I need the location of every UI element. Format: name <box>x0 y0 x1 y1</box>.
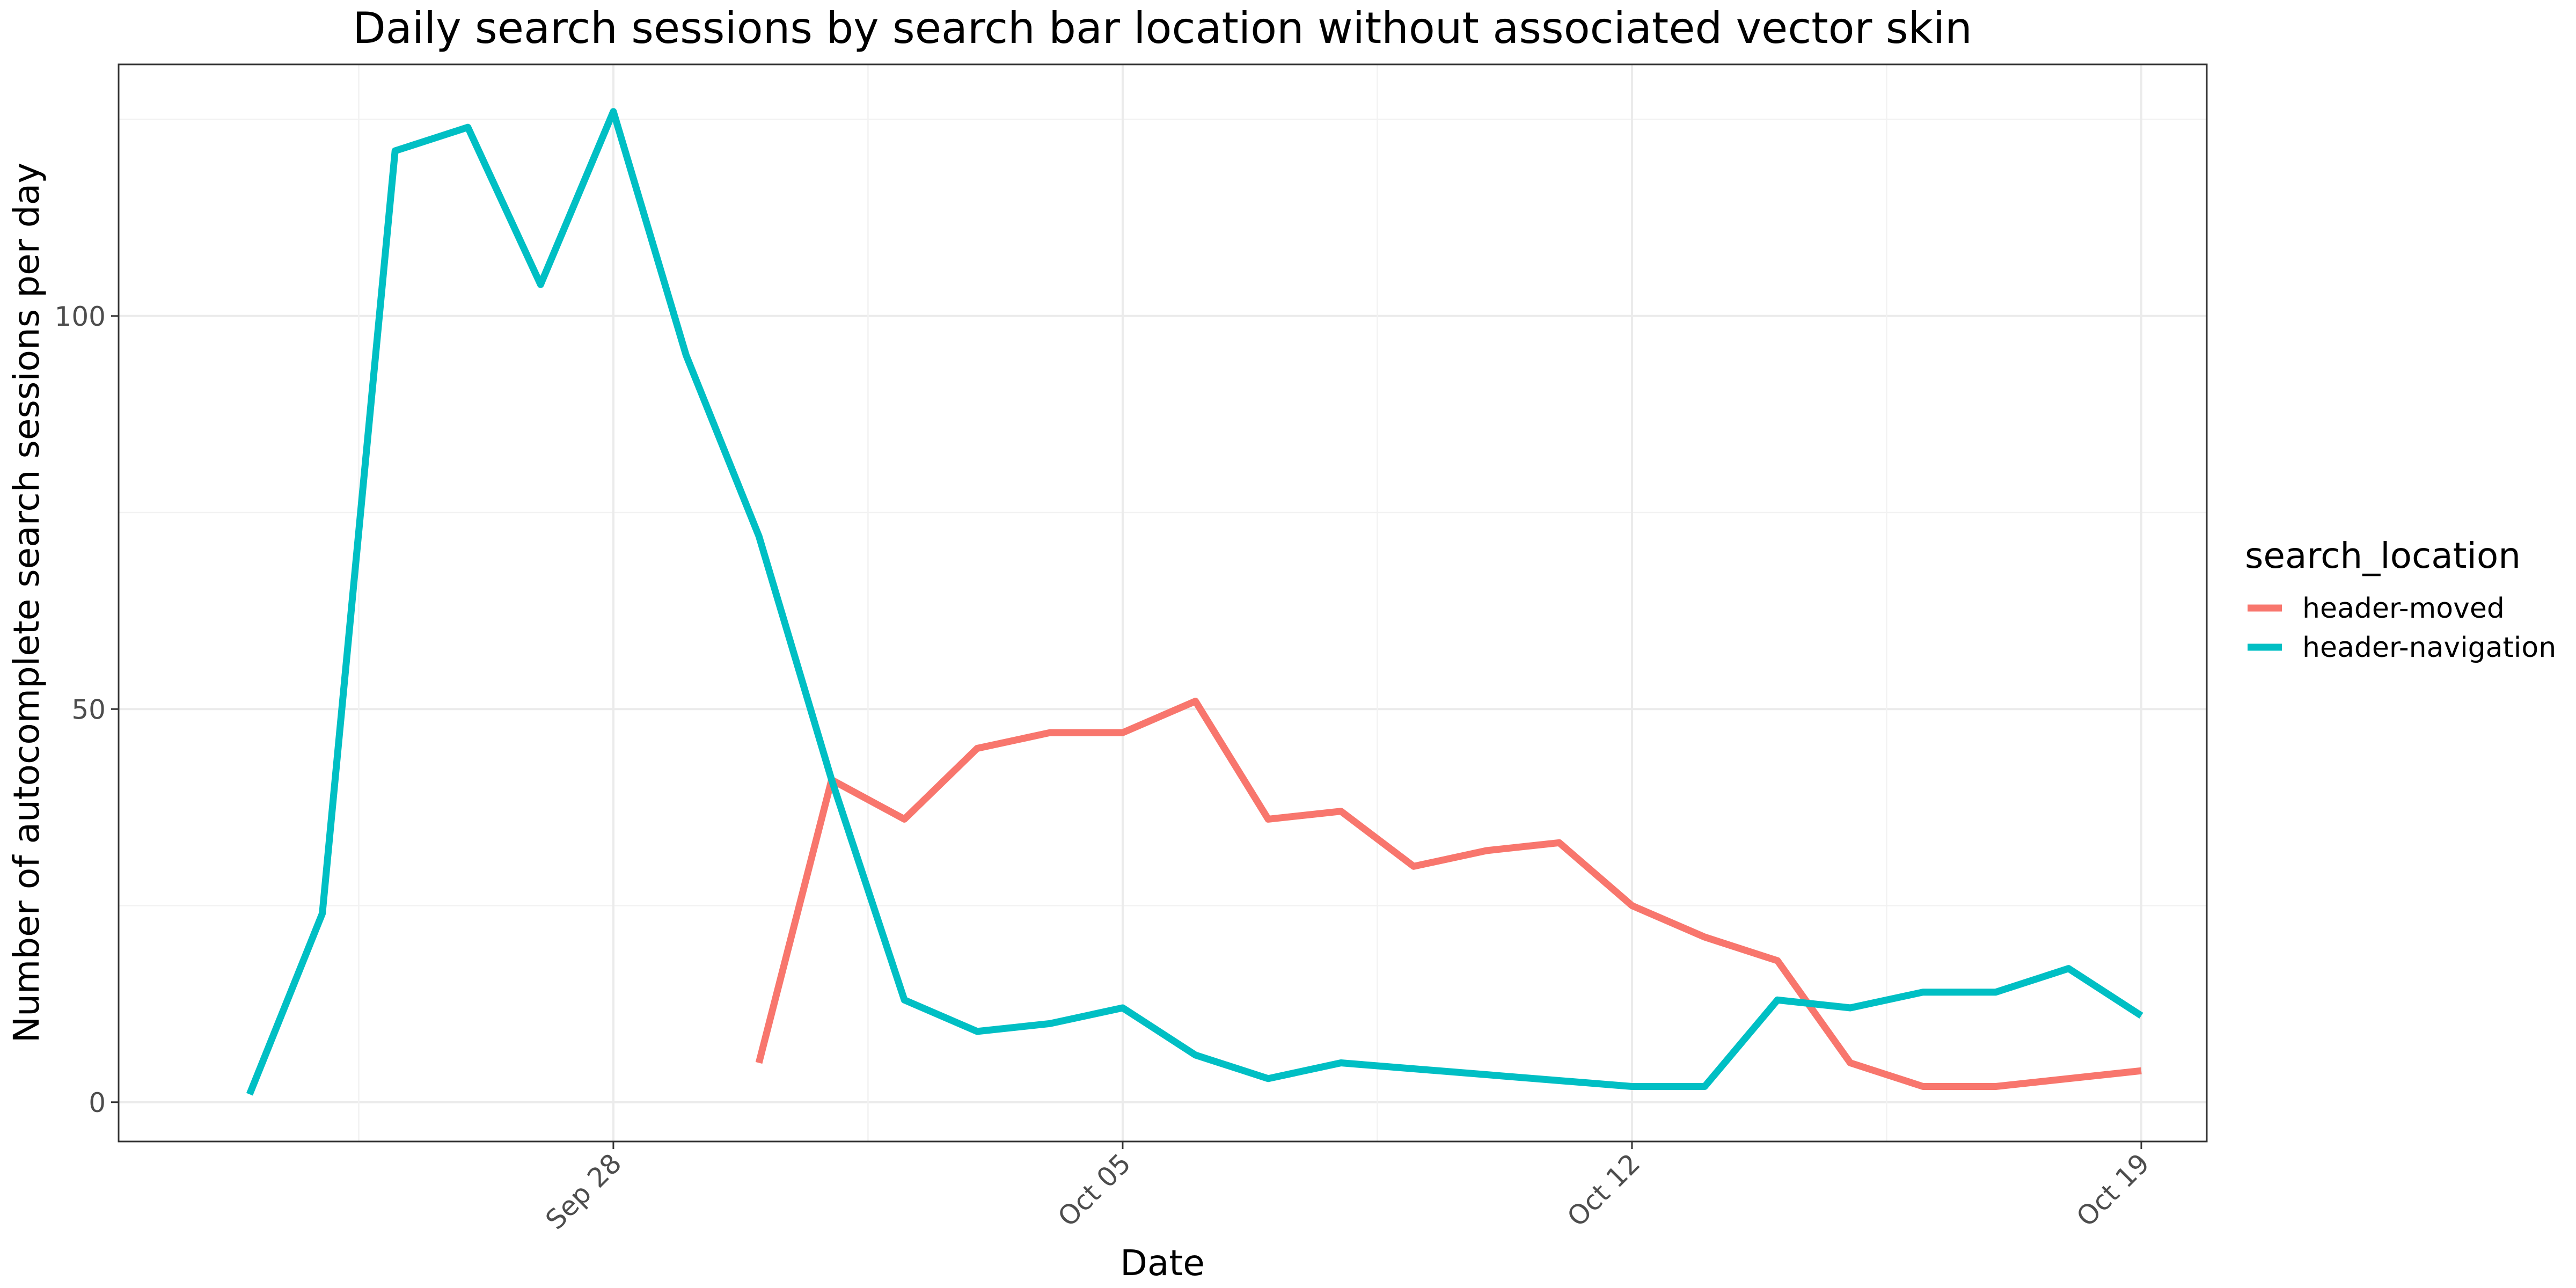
y-tick-label: 100 <box>55 301 106 332</box>
x-tick-label: Oct 05 <box>1052 1147 1137 1232</box>
y-axis-title: Number of autocomplete search sessions p… <box>6 163 47 1043</box>
y-tick-label: 0 <box>89 1087 106 1118</box>
legend-title: search_location <box>2245 535 2521 576</box>
plot-panel <box>118 63 2208 1143</box>
y-tick-label: 50 <box>71 694 106 725</box>
x-tick-label: Oct 12 <box>1561 1147 1646 1232</box>
series-line-header-moved <box>755 698 2142 1090</box>
series-lines <box>246 108 2143 1096</box>
x-tick-label: Oct 19 <box>2070 1147 2155 1232</box>
grid <box>119 64 2207 1141</box>
legend: search_location header-moved header-navig… <box>2245 535 2556 664</box>
series-line-header-navigation <box>246 108 2143 1096</box>
chart-title: Daily search sessions by search bar loca… <box>353 3 1972 53</box>
legend-label-header-moved: header-moved <box>2302 592 2505 625</box>
legend-items: header-moved header-navigation <box>2248 592 2556 664</box>
x-axis-title: Date <box>1120 1242 1205 1284</box>
legend-label-header-navigation: header-navigation <box>2302 632 2556 664</box>
x-tick-label: Sep 28 <box>540 1147 628 1235</box>
